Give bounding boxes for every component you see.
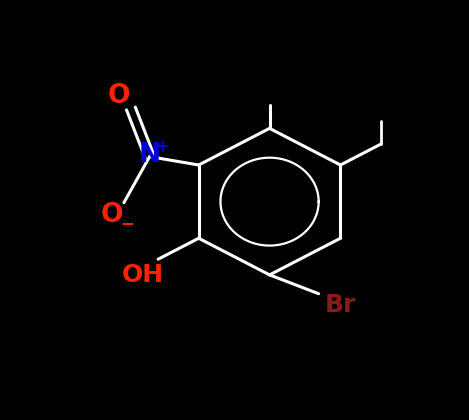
Text: OH: OH — [122, 263, 164, 287]
Text: O: O — [108, 83, 130, 109]
Text: Br: Br — [325, 294, 356, 318]
Text: O: O — [101, 202, 123, 228]
Text: +: + — [155, 139, 169, 156]
Text: N: N — [139, 142, 160, 168]
Text: −: − — [121, 214, 135, 232]
